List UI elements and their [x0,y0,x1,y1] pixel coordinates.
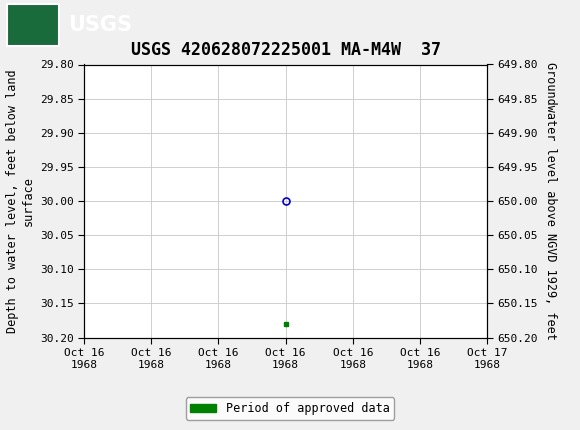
FancyBboxPatch shape [7,4,59,46]
Legend: Period of approved data: Period of approved data [186,397,394,420]
Y-axis label: Depth to water level, feet below land
surface: Depth to water level, feet below land su… [6,69,34,333]
Y-axis label: Groundwater level above NGVD 1929, feet: Groundwater level above NGVD 1929, feet [543,62,557,340]
Text: USGS: USGS [68,15,132,35]
Title: USGS 420628072225001 MA-M4W  37: USGS 420628072225001 MA-M4W 37 [130,41,441,59]
FancyBboxPatch shape [7,4,59,46]
